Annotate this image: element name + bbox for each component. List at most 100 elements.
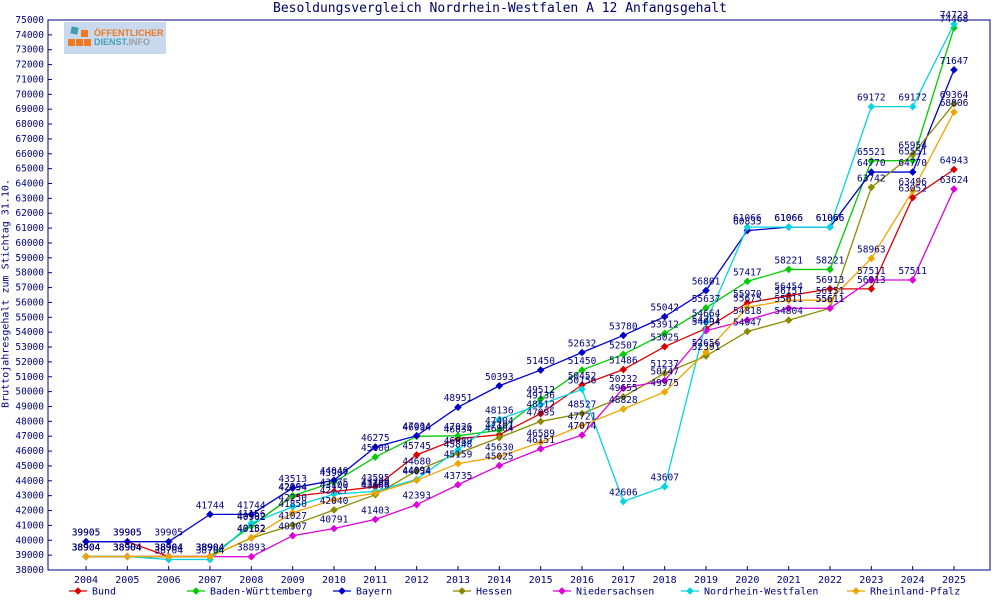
point-label: 61066	[816, 213, 845, 224]
point-label: 41744	[196, 500, 225, 511]
data-point	[578, 431, 586, 439]
data-point	[288, 531, 297, 540]
data-point	[123, 552, 132, 561]
point-label: 38704	[196, 546, 225, 557]
point-label: 56913	[857, 275, 886, 286]
y-tick-label: 56000	[15, 297, 44, 308]
y-tick-label: 61000	[15, 223, 44, 234]
point-label: 46275	[361, 433, 390, 444]
data-point	[908, 187, 917, 195]
y-tick-label: 52000	[15, 357, 44, 368]
data-point	[826, 304, 834, 313]
point-label: 39905	[72, 528, 101, 539]
data-point	[536, 417, 545, 426]
point-label: 64943	[940, 155, 969, 166]
point-label: 47995	[526, 407, 555, 418]
data-point	[660, 342, 669, 351]
x-tick-label: 2016	[570, 575, 594, 586]
data-point	[743, 223, 752, 231]
point-label: 48512	[526, 400, 555, 411]
series-labels-Niedersachsen: 38904 38904 38904 38904 38893 40307 40791 41403…	[72, 175, 969, 554]
point-label: 46904	[485, 424, 514, 435]
data-point	[536, 400, 545, 409]
data-point	[247, 510, 256, 519]
point-label: 38904	[196, 543, 225, 554]
legend-marker	[192, 587, 200, 595]
point-label: 52632	[568, 338, 597, 349]
point-label: 50747	[650, 367, 679, 378]
logo-text: ÖFFENTLICHER DIENST.INFO	[94, 29, 164, 47]
data-point	[412, 476, 421, 485]
data-point	[950, 99, 958, 108]
point-label: 55970	[733, 289, 762, 300]
x-tick-label: 2008	[239, 575, 263, 586]
data-point	[702, 286, 710, 295]
point-label: 69172	[898, 93, 927, 104]
data-point	[784, 296, 793, 304]
data-point	[784, 316, 793, 325]
data-point	[412, 466, 421, 475]
point-label: 56151	[774, 286, 803, 297]
legend-label: Hessen	[476, 587, 512, 598]
y-tick-label: 44000	[15, 476, 44, 487]
data-point	[784, 304, 793, 313]
data-point	[743, 303, 752, 312]
point-label: 40992	[237, 512, 266, 523]
point-label: 55611	[816, 294, 845, 305]
data-point	[908, 193, 917, 202]
point-label: 63624	[940, 175, 969, 186]
point-label: 41403	[361, 505, 390, 516]
point-label: 38904	[113, 543, 142, 554]
point-label: 46834	[444, 425, 473, 436]
data-point	[702, 304, 710, 312]
x-tick-label: 2020	[735, 575, 759, 586]
y-tick-label: 58000	[15, 268, 44, 279]
point-label: 64770	[857, 158, 886, 169]
logo-info: INFO	[128, 37, 151, 47]
point-label: 53780	[609, 321, 638, 332]
x-tick-label: 2011	[363, 575, 387, 586]
point-label: 54251	[692, 314, 721, 325]
legend-label: Bund	[92, 587, 116, 598]
series-labels-Rheinland-Pfalz: 38904 38904 38904 38904 40182 41850 42727 43168…	[72, 98, 969, 553]
point-label: 60835	[733, 217, 762, 228]
point-label: 45630	[485, 443, 514, 454]
data-point	[288, 521, 297, 529]
data-point	[826, 296, 834, 304]
data-point	[867, 254, 876, 263]
point-label: 43907	[320, 468, 349, 479]
logo-icon	[68, 26, 91, 49]
point-label: 56151	[816, 286, 845, 297]
x-tick-label: 2006	[157, 575, 181, 586]
point-label: 38904	[113, 543, 142, 554]
data-point	[495, 433, 504, 442]
point-label: 54804	[774, 306, 803, 317]
point-label: 43100	[320, 480, 349, 491]
point-label: 43290	[361, 477, 390, 488]
data-point	[867, 183, 876, 192]
point-label: 65954	[898, 140, 927, 151]
point-label: 40962	[237, 512, 266, 523]
y-tick-label: 40000	[15, 535, 44, 546]
point-label: 56454	[774, 282, 803, 293]
data-point	[495, 426, 504, 435]
point-label: 38904	[113, 543, 142, 554]
y-tick-label: 70000	[15, 89, 44, 100]
point-label: 45600	[361, 443, 390, 454]
data-point	[164, 537, 173, 546]
point-label: 38904	[72, 543, 101, 554]
y-tick-label: 51000	[15, 372, 44, 383]
series-labels-Baden-Württemberg: 38904 38904 38904 38904 40962 42994 43907 45600…	[72, 14, 969, 554]
data-point	[536, 409, 545, 418]
legend-label: Niedersachsen	[576, 587, 654, 598]
point-label: 55637	[692, 294, 721, 305]
point-label: 48136	[485, 405, 514, 416]
data-point	[578, 366, 586, 374]
data-point	[454, 480, 462, 489]
y-tick-label: 72000	[15, 60, 44, 71]
point-label: 54664	[692, 308, 721, 319]
data-point	[330, 524, 338, 533]
point-label: 69364	[940, 90, 969, 101]
